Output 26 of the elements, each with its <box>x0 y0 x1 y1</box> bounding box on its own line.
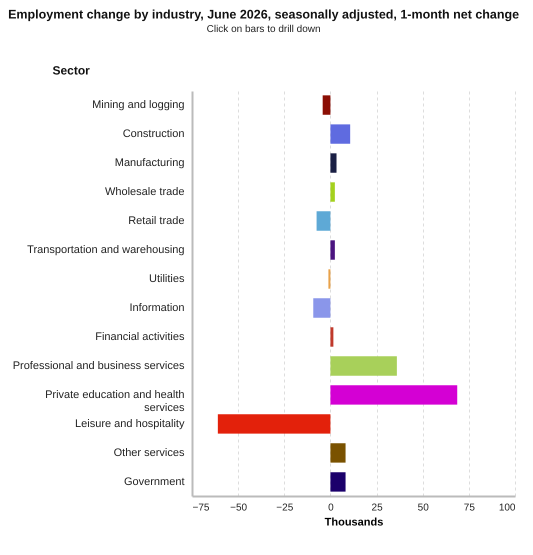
y-tick-label: Mining and logging <box>92 99 184 112</box>
y-axis-title: Sector <box>52 64 90 78</box>
y-tick-label: Wholesale trade <box>105 186 184 198</box>
y-tick-label: Construction <box>122 128 184 140</box>
x-tick-label: 25 <box>372 502 384 514</box>
y-tick-label: Professional and business services <box>12 360 185 372</box>
chart-title: Employment change by industry, June 2026, seasonally adjusted, 1-month net change <box>8 8 520 22</box>
x-tick-label: 50 <box>418 502 430 514</box>
x-tick-label: 75 <box>464 502 476 514</box>
y-tick-label: Government <box>124 476 184 488</box>
y-tick-label: Utilities <box>149 273 185 286</box>
x-axis-title: Thousands <box>324 516 384 528</box>
y-tick-label: Financial activities <box>95 330 185 343</box>
x-tick-label: −25 <box>276 502 294 514</box>
y-tick-label: Leisure and hospitality <box>75 418 185 430</box>
chart-subtitle: Click on bars to drill down <box>206 24 321 35</box>
x-tick-label: −75 <box>192 502 210 514</box>
x-tick-label: 0 <box>328 502 334 514</box>
y-tick-label: Transportation and warehousing <box>27 244 184 256</box>
x-tick-label: 100 <box>498 502 516 514</box>
y-tick-label: Information <box>129 302 184 314</box>
y-tick-label: Private education and health services <box>45 388 185 414</box>
x-tick-label: −50 <box>230 502 248 514</box>
y-tick-label: Manufacturing <box>114 157 184 170</box>
y-tick-label: Other services <box>114 446 185 459</box>
y-tick-label: Retail trade <box>128 215 184 228</box>
